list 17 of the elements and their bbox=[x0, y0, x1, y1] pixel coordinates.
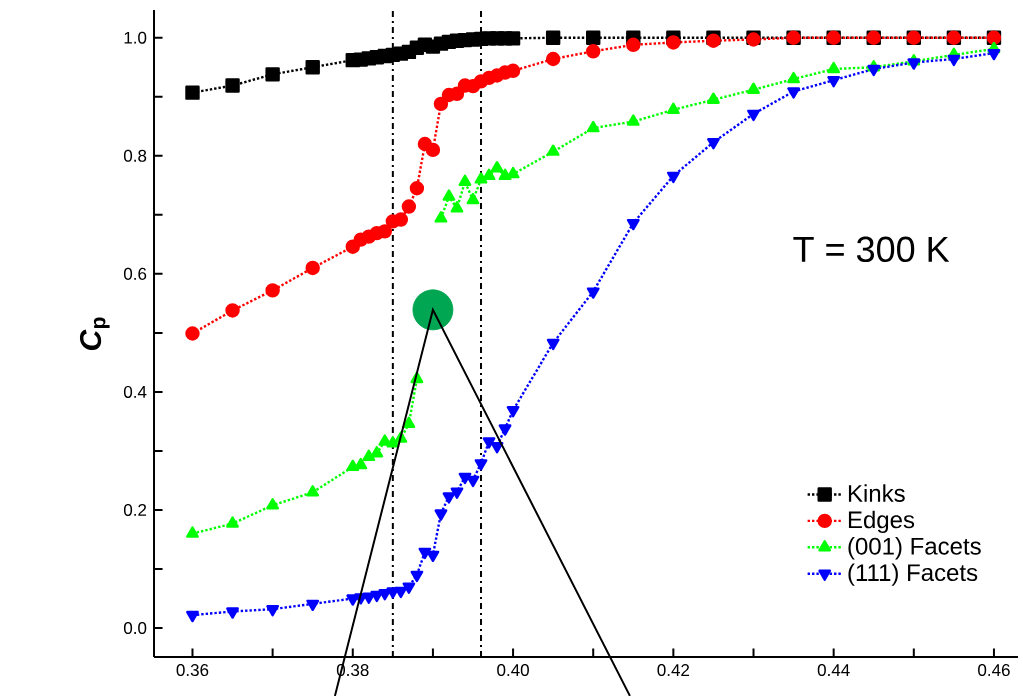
annotation: T = 300 K bbox=[793, 236, 950, 263]
y-tick-label: 0.0 bbox=[123, 622, 147, 635]
x-tick-label: 0.46 bbox=[978, 664, 1010, 677]
y-tick-label: 0.8 bbox=[123, 149, 147, 162]
x-tick-label: 0.42 bbox=[657, 664, 690, 677]
y-tick-label: 0.2 bbox=[123, 503, 147, 516]
legend-label: Edges bbox=[848, 510, 915, 534]
x-tick-label: 0.44 bbox=[817, 664, 850, 677]
x-tick-label: 0.36 bbox=[176, 664, 209, 677]
y-tick-label: 0.4 bbox=[123, 385, 147, 398]
legend-label: Kinks bbox=[848, 484, 905, 502]
y-tick-label: 1.0 bbox=[124, 31, 147, 44]
x-tick-label: 0.40 bbox=[497, 664, 529, 677]
legend-label: (001) Facets bbox=[848, 537, 981, 560]
legend-label: (111) Facets bbox=[848, 563, 978, 586]
y-axis-title: C$_{p}$ bbox=[79, 317, 110, 350]
y-tick-label: 0.6 bbox=[123, 267, 147, 280]
